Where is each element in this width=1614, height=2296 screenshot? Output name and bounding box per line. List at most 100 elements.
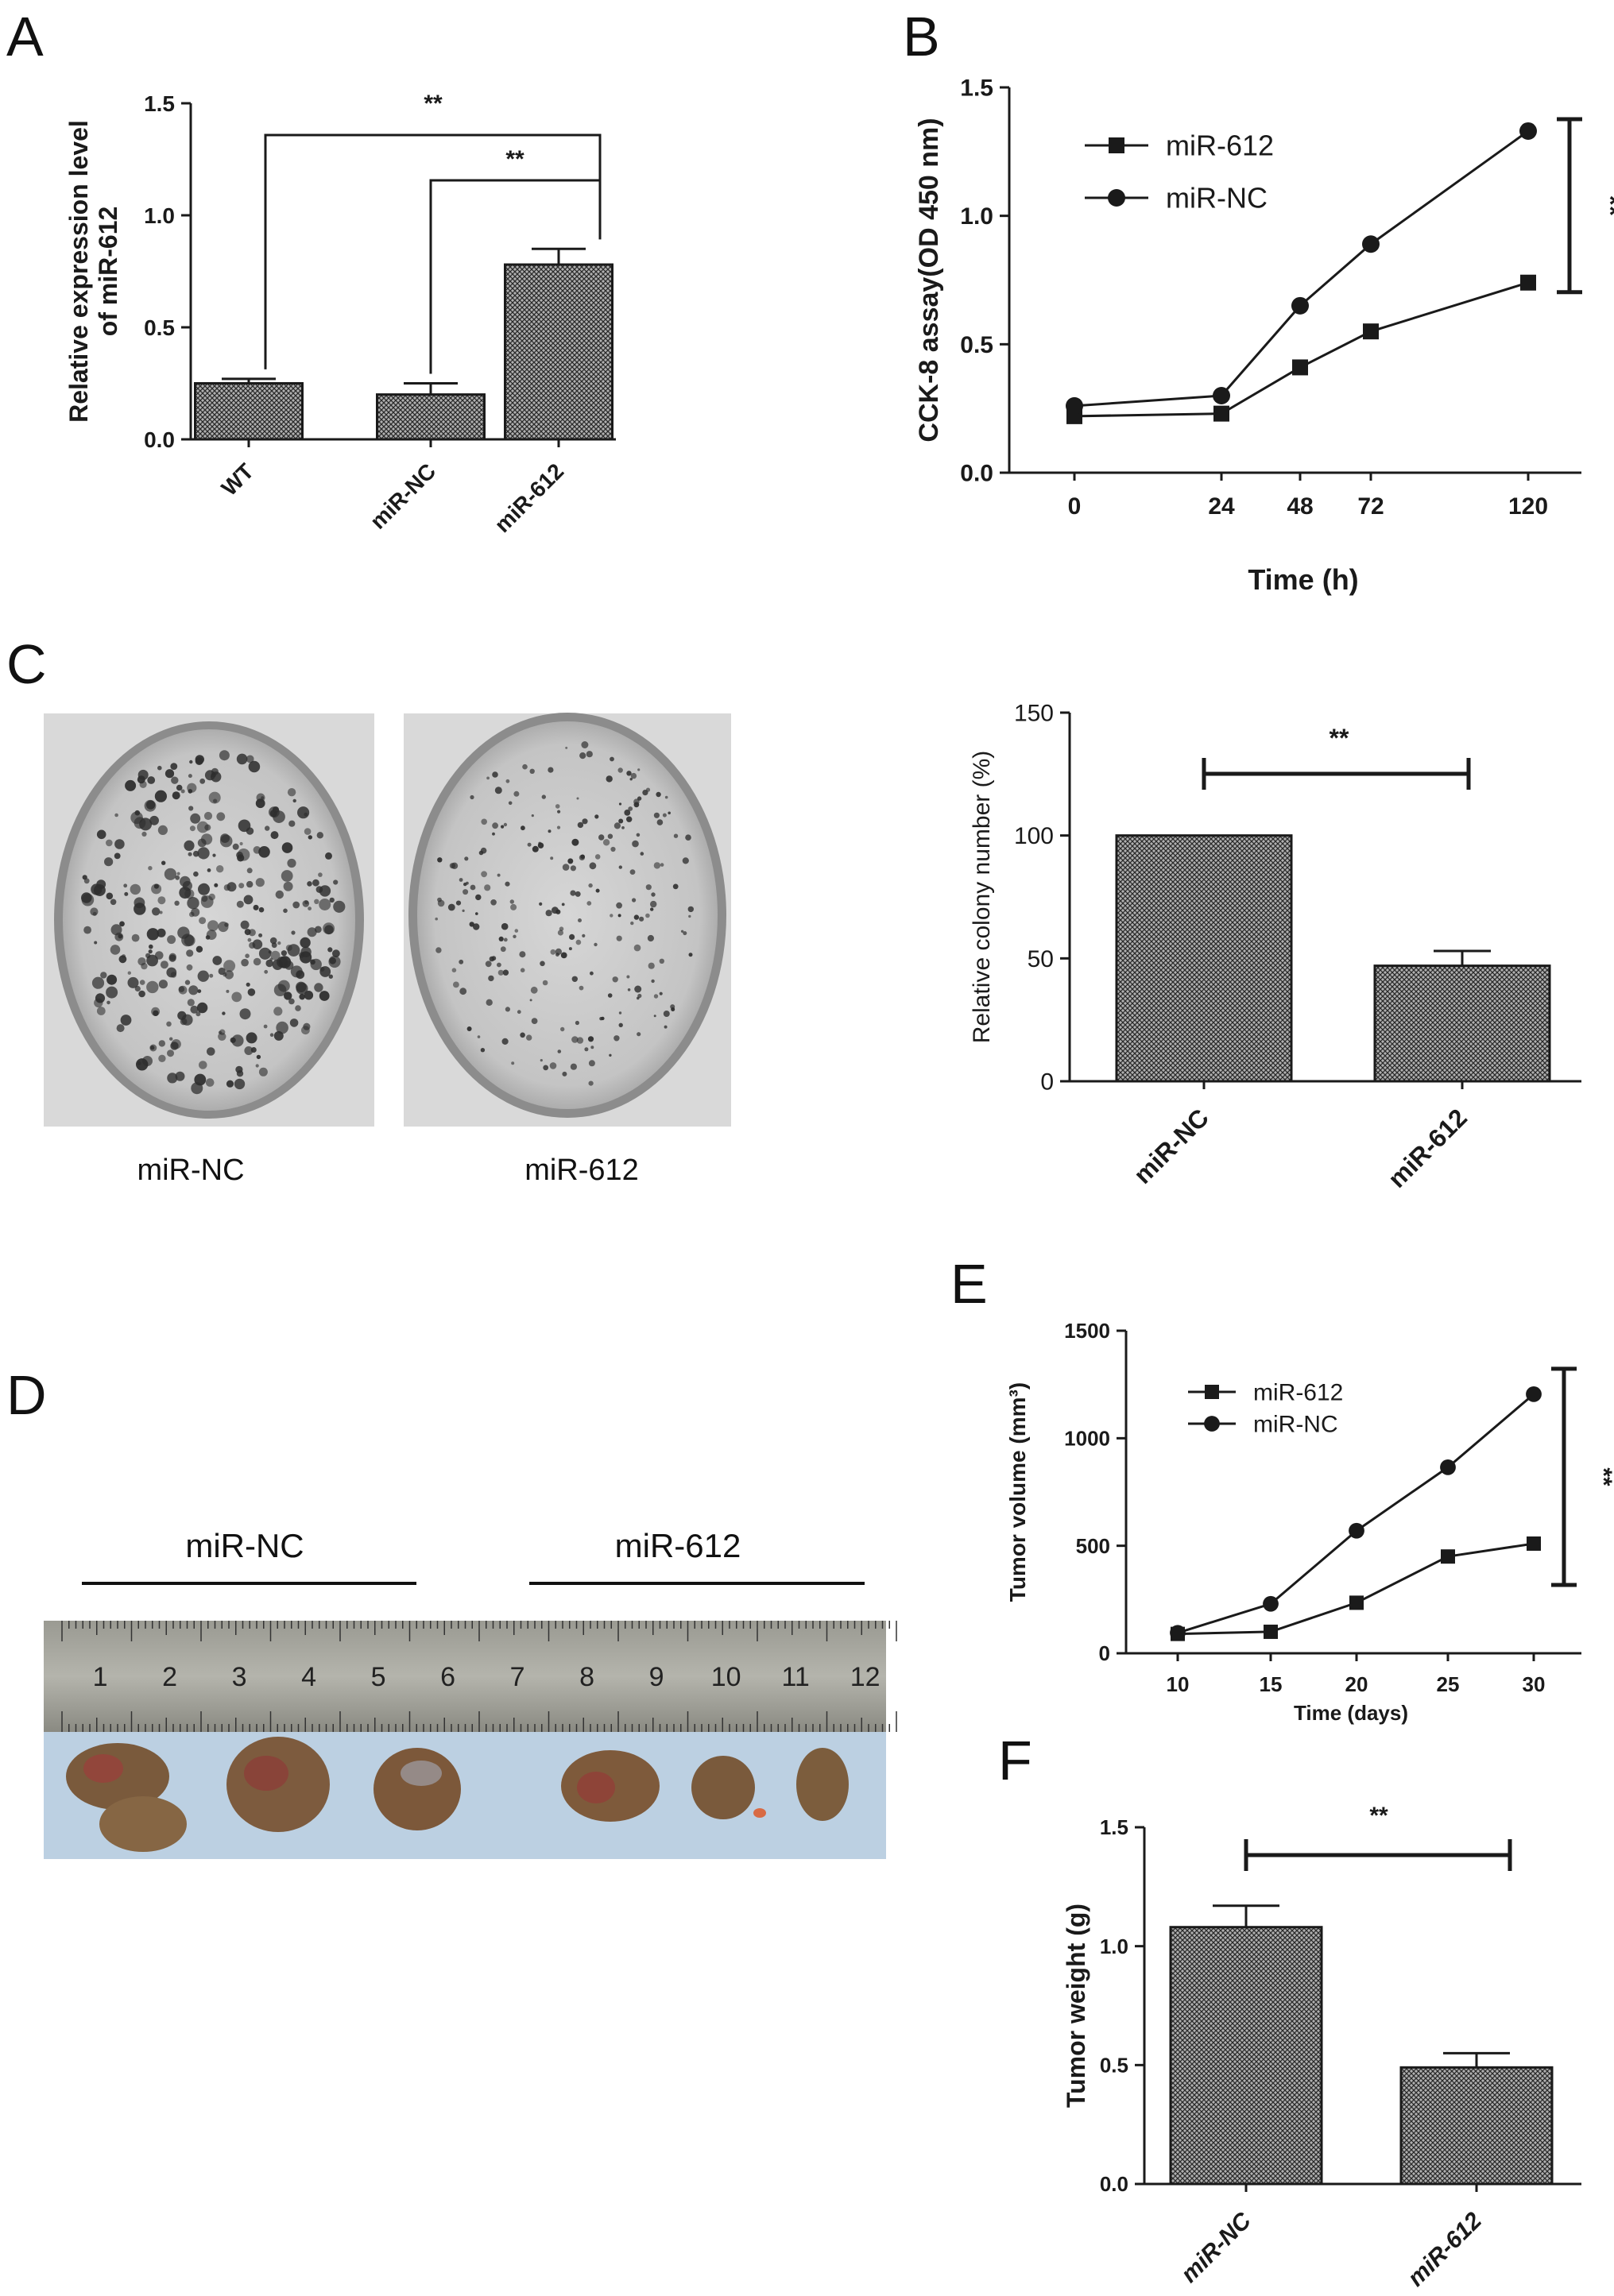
colony-dot	[226, 1080, 234, 1088]
ruler-number: 5	[371, 1662, 386, 1692]
colony-dot	[480, 847, 487, 854]
colony-dot	[437, 857, 443, 863]
colony-dot	[653, 1015, 656, 1018]
colony-dot	[505, 779, 510, 783]
colony-dot	[538, 841, 542, 845]
colony-dot	[283, 908, 288, 914]
colony-dot	[314, 899, 319, 905]
colony-dot	[287, 788, 296, 797]
colony-dot	[125, 779, 137, 791]
colony-dot	[169, 1037, 173, 1041]
colony-dot	[216, 865, 224, 873]
x-tick-label-B-3: 72	[1357, 493, 1384, 520]
colony-dot	[212, 853, 216, 857]
colony-dot	[149, 1044, 157, 1052]
colony-dot	[329, 897, 335, 903]
y-tick-label-F-0: 0.0	[1100, 2172, 1128, 2196]
colony-dot	[95, 993, 106, 1003]
colony-dot	[659, 958, 664, 964]
x-tick-label-A-1: miR-NC	[366, 458, 441, 534]
colony-dot	[473, 923, 480, 930]
colony-dot	[190, 813, 201, 824]
colony-dot	[492, 771, 498, 778]
colony-dot	[527, 842, 532, 847]
colony-dot	[630, 772, 637, 779]
y-axis-label-B: CCK-8 assay(OD 450 nm)	[914, 118, 944, 442]
colony-dot	[164, 868, 176, 880]
colony-dot	[455, 900, 462, 906]
colony-dot	[114, 813, 118, 818]
colony-dot	[281, 870, 293, 882]
colony-dot	[218, 1032, 226, 1042]
y-tick-label-C-2: 100	[1014, 823, 1054, 849]
colony-dot	[174, 900, 180, 906]
colony-dot	[205, 1078, 215, 1087]
colony-dot	[231, 1034, 244, 1047]
colony-dot	[651, 892, 656, 897]
colony-dot	[94, 941, 98, 945]
colony-dot	[325, 852, 332, 860]
point-B-1-1	[1213, 387, 1230, 404]
colony-dot	[265, 959, 273, 968]
colony-dot	[245, 953, 250, 958]
colony-dot	[332, 949, 340, 958]
y-tick-label-B-3: 1.5	[960, 75, 993, 102]
colony-dot	[668, 811, 671, 815]
colony-dot	[610, 756, 614, 762]
colony-dot	[555, 948, 563, 955]
colony-dot	[594, 814, 599, 819]
colony-dot	[184, 980, 191, 985]
colony-dot	[96, 829, 106, 840]
colony-dot	[629, 778, 633, 781]
colony-dot	[670, 1004, 675, 1010]
colony-dot	[683, 931, 687, 936]
colony-dot	[531, 814, 534, 818]
colony-dot	[555, 804, 560, 809]
colony-dot	[157, 928, 166, 937]
colony-dot	[588, 1060, 595, 1067]
colony-dot	[475, 894, 482, 901]
colony-dot	[241, 958, 249, 967]
colony-dot	[680, 930, 684, 933]
colony-dot	[557, 1049, 562, 1053]
legend-label-E-0: miR-612	[1253, 1380, 1343, 1406]
colony-dot	[435, 917, 438, 921]
colony-dot	[308, 906, 312, 910]
colony-dot	[508, 801, 513, 806]
colony-dot	[501, 922, 509, 930]
colony-dot	[664, 1025, 668, 1029]
colony-dot	[584, 1047, 589, 1052]
colony-dot	[588, 1080, 594, 1086]
colony-dot	[194, 1073, 207, 1086]
colony-dot	[579, 752, 586, 760]
colony-dot	[238, 883, 245, 889]
colony-dot	[576, 1037, 584, 1044]
colony-dot	[187, 999, 195, 1007]
colony-dot	[82, 875, 87, 880]
colony-dot	[509, 899, 514, 904]
legend-label-B-0: miR-612	[1166, 129, 1274, 162]
legend-label-B-1: miR-NC	[1166, 182, 1268, 215]
colony-dot	[100, 972, 107, 979]
colony-dot	[497, 969, 504, 976]
colony-dot	[503, 822, 508, 827]
x-tick-label-C-0: miR-NC	[1128, 1103, 1214, 1189]
colony-dot	[529, 999, 532, 1002]
colony-dot	[663, 1011, 670, 1017]
colony-dot	[319, 899, 331, 910]
colony-dot	[236, 900, 244, 908]
colony-dot	[110, 924, 122, 936]
ruler-number: 10	[711, 1662, 741, 1692]
colony-dot	[188, 985, 199, 995]
colony-dot	[208, 791, 221, 804]
x-tick-label-B-4: 120	[1508, 493, 1548, 520]
colony-dot	[222, 1011, 226, 1015]
colony-dot	[559, 926, 564, 931]
colony-dot	[96, 879, 106, 889]
colony-dot	[303, 1022, 311, 1030]
colony-dot	[193, 871, 199, 877]
colony-dot	[124, 891, 129, 896]
colony-dot	[639, 916, 644, 922]
colony-dot	[650, 900, 657, 908]
x-tick-label-B-0: 0	[1068, 493, 1082, 520]
